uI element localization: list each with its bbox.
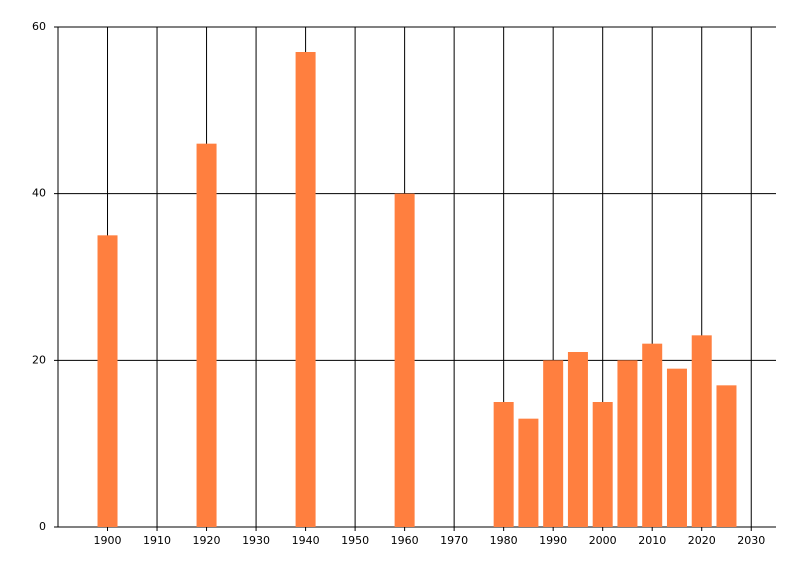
bar [642,343,663,527]
bar [196,143,217,527]
y-tick-label: 40 [32,187,46,200]
bar [567,352,588,527]
x-tick-label: 1990 [539,534,567,547]
x-tick-label: 1970 [440,534,468,547]
bar [716,385,737,527]
bar [592,402,613,527]
x-tick-label: 1950 [341,534,369,547]
bar [518,418,539,527]
x-tick-label: 1920 [193,534,221,547]
x-tick-label: 2030 [737,534,765,547]
bar [543,360,564,527]
x-tick-label: 1940 [292,534,320,547]
x-tick-label: 1900 [94,534,122,547]
x-tick-label: 1910 [143,534,171,547]
y-tick-label: 0 [39,520,46,533]
bar [493,402,514,527]
y-tick-label: 60 [32,20,46,33]
bar [394,193,415,527]
x-tick-label: 2010 [638,534,666,547]
x-tick-label: 1930 [242,534,270,547]
x-tick-label: 1980 [490,534,518,547]
x-tick-label: 1960 [391,534,419,547]
bar [295,52,316,527]
bar [617,360,638,527]
bar [97,235,118,528]
y-tick-label: 20 [32,353,46,366]
bar [691,335,712,527]
x-tick-label: 2000 [589,534,617,547]
x-tick-label: 2020 [688,534,716,547]
bar [666,368,687,527]
